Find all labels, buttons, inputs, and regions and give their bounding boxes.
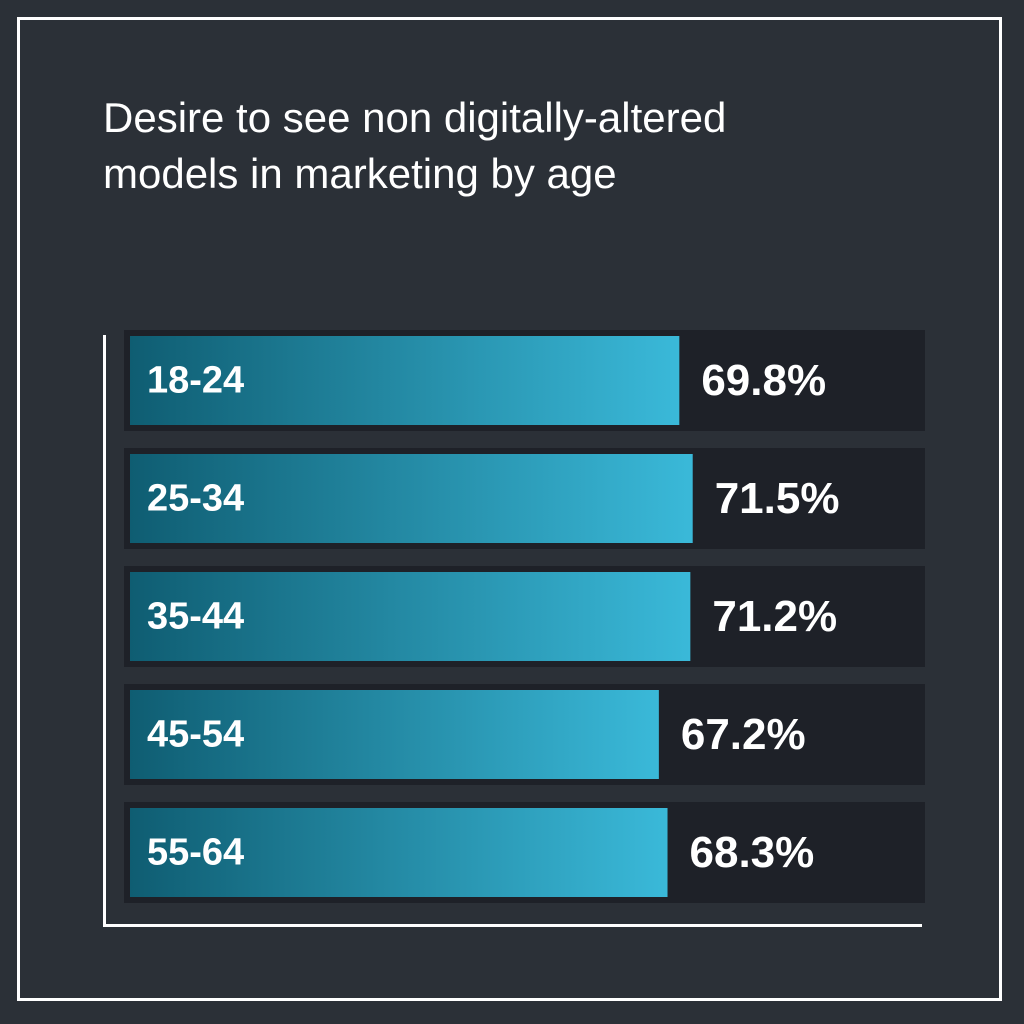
bar-55-64 [130,808,668,897]
bar-35-44 [130,572,691,661]
bar-18-24 [130,336,680,425]
value-label: 69.8% [701,356,826,405]
value-label: 71.2% [712,592,837,641]
category-label: 55-64 [147,832,244,874]
outer-frame [17,17,1002,1001]
value-label: 71.5% [715,474,840,523]
value-label: 67.2% [681,710,806,759]
chart-title: Desire to see non digitally-altered mode… [103,90,903,202]
bar-45-54 [130,690,659,779]
category-label: 45-54 [147,714,244,756]
chart-title-line-2: models in marketing by age [103,150,617,197]
category-label: 35-44 [147,596,244,638]
bar-25-34 [130,454,693,543]
value-label: 68.3% [690,828,815,877]
chart-title-line-1: Desire to see non digitally-altered [103,94,727,141]
category-label: 25-34 [147,478,244,520]
category-label: 18-24 [147,360,244,402]
